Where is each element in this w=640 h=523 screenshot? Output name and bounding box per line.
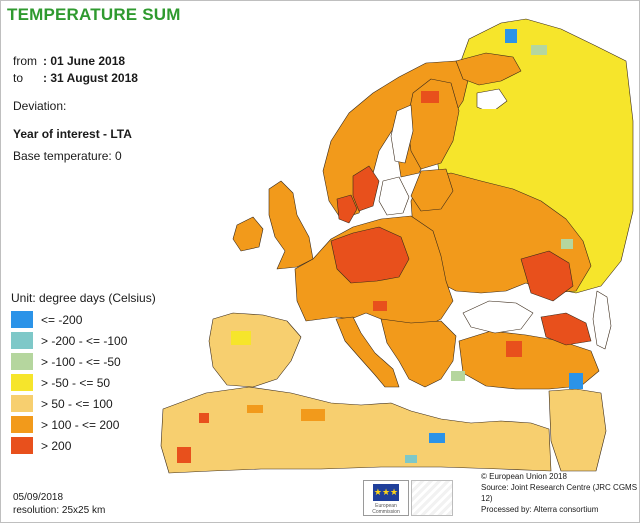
legend-label: > -200 - <= -100 [41,333,128,348]
legend-title: Unit: degree days (Celsius) [11,291,156,305]
legend-swatch [11,374,33,391]
great-britain [268,180,314,270]
gulf-bothnia [390,104,414,164]
volga-hotspot [520,250,574,302]
european-commission-logo: ★★★ European Commission [363,480,409,516]
hot-patch [301,409,325,421]
legend-swatch [11,353,33,370]
legend-item: > -200 - <= -100 [11,330,156,351]
legend-swatch [11,311,33,328]
legend-item: > -100 - <= -50 [11,351,156,372]
legend-item: > 50 - <= 100 [11,393,156,414]
to-row: to : 31 August 2018 [13,70,138,87]
from-label: from [13,54,37,68]
deviation-label: Deviation: [13,99,67,113]
hot-patch [177,447,191,463]
legend-label: > 50 - <= 100 [41,396,113,411]
legend-item: <= -200 [11,309,156,330]
legend-item: > 100 - <= 200 [11,414,156,435]
balkans [380,318,457,388]
footer-left: 05/09/2018 resolution: 25x25 km [13,491,105,517]
ireland [232,216,264,252]
yellow-patch [231,331,251,345]
caucasus [540,312,592,346]
cool-patch [429,433,445,443]
hot-patch [247,405,263,413]
to-label: to [13,71,24,85]
legend: Unit: degree days (Celsius) <= -200 > -2… [11,291,156,456]
base-temperature: Base temperature: 0 [13,149,122,163]
cool-patch [405,455,417,463]
eu-flag-icon: ★★★ [373,484,399,501]
central-hotspot [330,226,410,284]
resolution: resolution: 25x25 km [13,505,106,516]
hot-patch [421,91,439,103]
cool-patch [505,29,517,43]
iberia [208,312,302,388]
mild-patch [561,239,573,249]
north-africa [160,386,552,474]
to-value: : 31 August 2018 [43,71,138,85]
turkey [458,330,600,390]
logo-caption: European Commission [372,503,400,515]
baltic-sea [378,176,410,216]
legend-label: > -100 - <= -50 [41,354,121,369]
white-sea [476,88,508,114]
yellow-patch [481,109,503,129]
kola [455,52,522,86]
legend-swatch [11,437,33,454]
mild-patch [531,45,547,55]
legend-swatch [11,332,33,349]
from-value: : 01 June 2018 [43,54,126,68]
legend-label: <= -200 [41,312,83,327]
legend-item: > -50 - <= 50 [11,372,156,393]
legend-label: > -50 - <= 50 [41,375,111,390]
legend-label: > 200 [41,438,72,453]
middle-east [548,388,607,472]
comparison-label: Year of interest - LTA [13,127,132,141]
legend-item: > 200 [11,435,156,456]
map-parameters: from : 01 June 2018 to : 31 August 2018 De… [13,53,138,165]
cool-patch [569,373,583,389]
caspian-sea [592,290,612,350]
source: Source: Joint Research Centre (JRC CGMS … [481,483,638,503]
italy [335,316,400,388]
denmark [336,194,358,224]
mild-patch [451,371,465,381]
from-row: from : 01 June 2018 [13,53,138,70]
legend-label: > 100 - <= 200 [41,417,120,432]
copyright: © European Union 2018 [481,472,567,481]
legend-swatch [11,416,33,433]
south-sweden-hot [352,165,380,212]
legend-swatch [11,395,33,412]
partner-logo [411,480,453,516]
hot-patch [506,341,522,357]
issue-date: 05/09/2018 [13,492,64,503]
map-title: TEMPERATURE SUM [7,5,181,24]
footer-right: © European Union 2018 Source: Joint Rese… [481,471,639,515]
black-sea [462,300,534,334]
hot-patch [373,301,387,311]
hot-patch [199,413,209,423]
baltics [410,168,454,212]
processed-by: Processed by: Alterra consortium [481,505,599,514]
